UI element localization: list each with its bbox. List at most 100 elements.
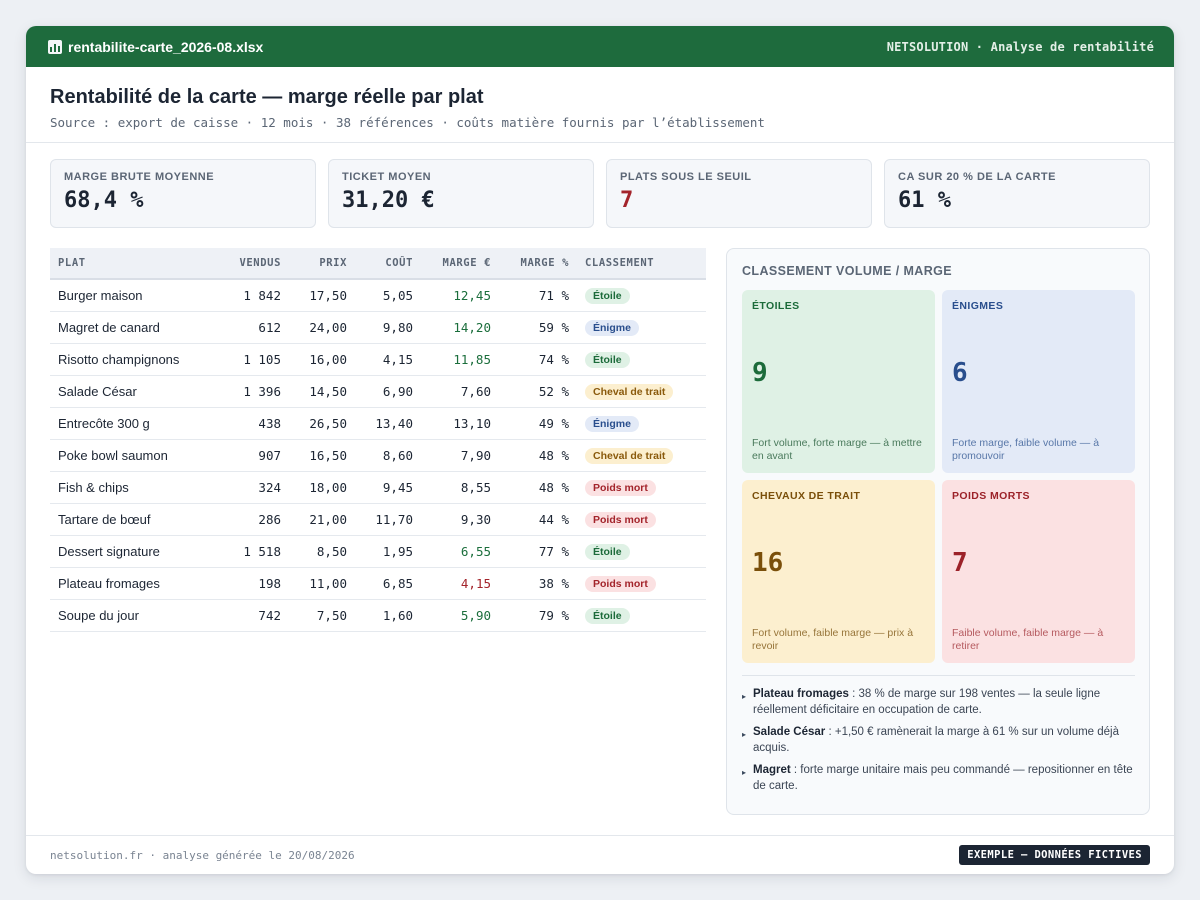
table-row[interactable]: Plateau fromages 198 11,00 6,85 4,15 38 … (50, 567, 706, 600)
table-row[interactable]: Poke bowl saumon 907 16,50 8,60 7,90 48 … (50, 439, 706, 472)
kpi-card: MARGE BRUTE MOYENNE 68,4 % (50, 159, 316, 228)
cell-cout: 9,80 (355, 311, 421, 344)
cell-vendus: 324 (210, 471, 289, 504)
kpi-card: CA SUR 20 % DE LA CARTE 61 % (884, 159, 1150, 228)
quadrant-dead-weights: POIDS MORTS 7 Faible volume, faible marg… (942, 480, 1135, 663)
recommendation-list: ▸ Plateau fromages : 38 % de marge sur 1… (742, 675, 1135, 794)
cell-plat: Burger maison (50, 279, 210, 312)
cell-plat: Tartare de bœuf (50, 503, 210, 536)
panel-title: CLASSEMENT VOLUME / MARGE (742, 264, 953, 278)
cell-vendus: 907 (210, 439, 289, 472)
column-header-plat[interactable]: PLAT (50, 248, 210, 280)
cell-classement: Étoile (577, 343, 706, 376)
kpi-card: PLATS SOUS LE SEUIL 7 (606, 159, 872, 228)
classification-badge: Cheval de trait (585, 447, 674, 464)
cell-marge-eur: 5,90 (421, 599, 499, 632)
bullet-arrow-icon: ▸ (742, 692, 747, 701)
cell-classement: Poids mort (577, 567, 706, 600)
quadrant-label: ÉNIGMES (952, 300, 1004, 312)
cell-classement: Poids mort (577, 471, 706, 504)
table-row[interactable]: Tartare de bœuf 286 21,00 11,70 9,30 44 … (50, 503, 706, 536)
cell-marge-eur: 14,20 (421, 311, 499, 344)
column-header-prix[interactable]: PRIX (289, 248, 355, 280)
classification-panel: CLASSEMENT VOLUME / MARGE ÉTOILES 9 Fort… (726, 248, 1150, 815)
quadrant-count: 9 (752, 358, 768, 388)
cell-vendus: 1 842 (210, 279, 289, 312)
cell-marge-eur: 11,85 (421, 343, 499, 376)
cell-marge-eur: 13,10 (421, 407, 499, 440)
cell-prix: 18,00 (289, 471, 355, 504)
table-row[interactable]: Salade César 1 396 14,50 6,90 7,60 52 % … (50, 375, 706, 408)
cell-plat: Poke bowl saumon (50, 439, 210, 472)
page-subtitle: Source : export de caisse · 12 mois · 38… (50, 115, 765, 130)
column-header-marge-pct[interactable]: MARGE % (499, 248, 577, 280)
quadrant-grid: ÉTOILES 9 Fort volume, forte marge — à m… (742, 290, 1135, 663)
table-row[interactable]: Entrecôte 300 g 438 26,50 13,40 13,10 49… (50, 407, 706, 440)
quadrant-enigmas: ÉNIGMES 6 Forte marge, faible volume — à… (942, 290, 1135, 473)
table-row[interactable]: Fish & chips 324 18,00 9,45 8,55 48 % Po… (50, 471, 706, 504)
cell-marge-eur: 12,45 (421, 279, 499, 312)
cell-classement: Étoile (577, 599, 706, 632)
cell-cout: 8,60 (355, 439, 421, 472)
cell-vendus: 198 (210, 567, 289, 600)
bullet-arrow-icon: ▸ (742, 768, 747, 777)
table-row[interactable]: Burger maison 1 842 17,50 5,05 12,45 71 … (50, 279, 706, 312)
table-row[interactable]: Risotto champignons 1 105 16,00 4,15 11,… (50, 343, 706, 376)
table-row[interactable]: Magret de canard 612 24,00 9,80 14,20 59… (50, 311, 706, 344)
classification-badge: Poids mort (585, 575, 656, 592)
quadrant-workhorses: CHEVAUX DE TRAIT 16 Fort volume, faible … (742, 480, 935, 663)
cell-classement: Poids mort (577, 503, 706, 536)
column-header-marge-eur[interactable]: MARGE € (421, 248, 499, 280)
cell-marge-pct: 71 % (499, 279, 577, 312)
cell-vendus: 1 105 (210, 343, 289, 376)
cell-plat: Magret de canard (50, 311, 210, 344)
column-header-vendus[interactable]: VENDUS (210, 248, 289, 280)
title-bar: rentabilite-carte_2026-08.xlsx NETSOLUTI… (26, 26, 1174, 67)
cell-plat: Fish & chips (50, 471, 210, 504)
table-row[interactable]: Dessert signature 1 518 8,50 1,95 6,55 7… (50, 535, 706, 568)
cell-classement: Énigme (577, 311, 706, 344)
cell-vendus: 438 (210, 407, 289, 440)
cell-prix: 11,00 (289, 567, 355, 600)
recommendation-item: ▸ Magret : forte marge unitaire mais peu… (742, 762, 1135, 794)
footer-text: netsolution.fr · analyse générée le 20/0… (50, 848, 355, 862)
quadrant-count: 7 (952, 548, 968, 578)
cell-vendus: 1 396 (210, 375, 289, 408)
recommendation-dish: Salade César (753, 726, 826, 738)
kpi-label: TICKET MOYEN (342, 171, 432, 183)
cell-cout: 5,05 (355, 279, 421, 312)
table-row[interactable]: Soupe du jour 742 7,50 1,60 5,90 79 % Ét… (50, 599, 706, 632)
column-header-classement[interactable]: CLASSEMENT (577, 248, 706, 280)
cell-marge-pct: 48 % (499, 471, 577, 504)
file-name-label: rentabilite-carte_2026-08.xlsx (68, 38, 264, 55)
kpi-value: 31,20 € (342, 188, 435, 213)
quadrant-label: POIDS MORTS (952, 490, 1030, 502)
margin-table: PLAT VENDUS PRIX COÛT MARGE € MARGE % CL… (50, 248, 706, 632)
quadrant-description: Fort volume, forte marge — à mettre en a… (752, 437, 922, 462)
cell-marge-eur: 7,60 (421, 375, 499, 408)
cell-cout: 6,90 (355, 375, 421, 408)
kpi-label: PLATS SOUS LE SEUIL (620, 171, 752, 183)
cell-classement: Énigme (577, 407, 706, 440)
cell-prix: 21,00 (289, 503, 355, 536)
cell-prix: 16,00 (289, 343, 355, 376)
cell-vendus: 1 518 (210, 535, 289, 568)
cell-classement: Cheval de trait (577, 439, 706, 472)
recommendation-dish: Plateau fromages (753, 688, 849, 700)
cell-prix: 17,50 (289, 279, 355, 312)
classification-badge: Énigme (585, 415, 639, 432)
kpi-row: MARGE BRUTE MOYENNE 68,4 % TICKET MOYEN … (50, 159, 1150, 228)
cell-classement: Cheval de trait (577, 375, 706, 408)
cell-marge-pct: 77 % (499, 535, 577, 568)
recommendation-item: ▸ Salade César : +1,50 € ramènerait la m… (742, 724, 1135, 756)
quadrant-description: Fort volume, faible marge — prix à revoi… (752, 627, 914, 652)
column-header-cout[interactable]: COÛT (355, 248, 421, 280)
classification-badge: Poids mort (585, 479, 656, 496)
classification-badge: Étoile (585, 543, 630, 560)
quadrant-stars: ÉTOILES 9 Fort volume, forte marge — à m… (742, 290, 935, 473)
bullet-arrow-icon: ▸ (742, 730, 747, 739)
page-header: Rentabilité de la carte — marge réelle p… (26, 67, 1174, 143)
quadrant-count: 6 (952, 358, 968, 388)
classification-badge: Étoile (585, 351, 630, 368)
cell-vendus: 286 (210, 503, 289, 536)
